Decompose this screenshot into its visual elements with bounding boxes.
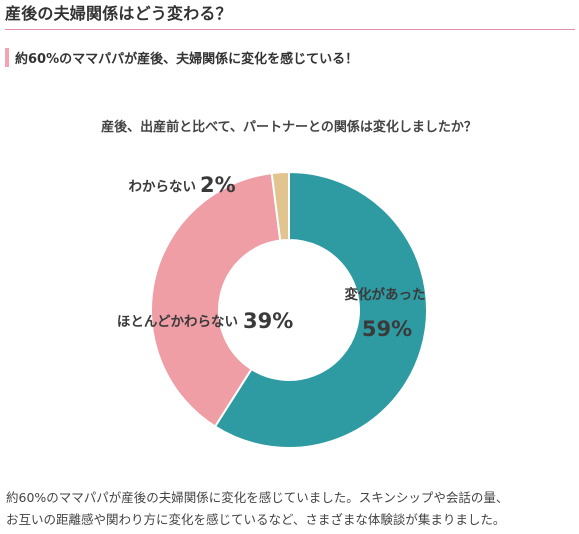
slice-1 xyxy=(150,171,282,428)
body-text: 約60%のママパパが産後の夫婦関係に変化を感じていました。スキンシップや会話の量… xyxy=(6,487,574,531)
slice-value-0: 59% xyxy=(362,317,412,341)
slice-label-2: わからない xyxy=(129,179,197,195)
slice-label-0: 変化があった xyxy=(345,286,426,303)
slice-label-1: ほとんどかわらない xyxy=(117,314,238,330)
section-title: 産後の夫婦関係はどう変わる？ xyxy=(5,4,232,23)
section-heading: 産後の夫婦関係はどう変わる？ xyxy=(5,2,575,30)
body-line-2: お互いの距離感や関わり方に変化を感じているなど、さまざまな体験談が集まりました。 xyxy=(6,512,506,527)
slice-0 xyxy=(213,170,428,449)
slice-value-2: 2% xyxy=(200,173,236,197)
chart-slices xyxy=(150,170,428,449)
slice-value-1: 39% xyxy=(243,309,293,333)
slice-2 xyxy=(270,170,290,242)
chart-svg: 産後、出産前と比べて、パートナーとの関係は変化しましたか？ 変化があった 59% ほ… xyxy=(101,119,477,449)
callout-text: 約60%のママパパが産後、夫婦関係に変化を感じている！ xyxy=(15,52,359,67)
donut-chart: 産後、出産前と比べて、パートナーとの関係は変化しましたか？ 変化があった 59% ほ… xyxy=(0,100,579,470)
body-line-1: 約60%のママパパが産後の夫婦関係に変化を感じていました。スキンシップや会話の量… xyxy=(6,490,509,505)
callout: 約60%のママパパが産後、夫婦関係に変化を感じている！ xyxy=(5,48,358,67)
chart-title: 産後、出産前と比べて、パートナーとの関係は変化しましたか？ xyxy=(101,119,477,135)
chart-labels: 変化があった 59% ほとんどかわらない 39% わからない 2% xyxy=(117,173,426,341)
